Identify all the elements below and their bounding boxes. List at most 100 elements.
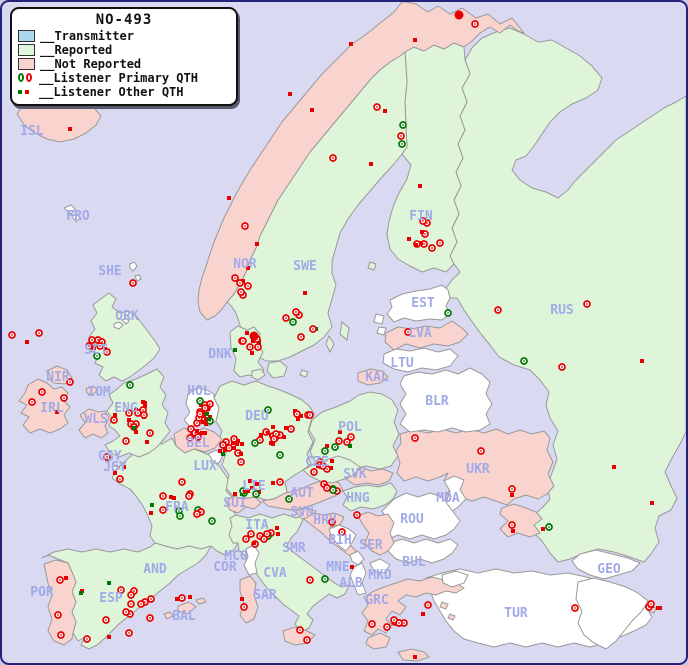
country-label-ALB: ALB [339,576,363,591]
country-label-SAR: SAR [253,588,277,603]
listener-other-red [414,243,418,247]
legend-row-transmitter: __Transmitter [18,28,230,43]
listener-primary-green-dot [292,321,294,323]
map-region [447,613,456,621]
listener-other-red [407,237,411,241]
listener-other-red [199,403,203,407]
listener-other-red [68,127,72,131]
country-label-MNE: MNE [326,560,349,575]
listener-other-green [79,591,83,595]
listener-other-red [122,465,126,469]
listener-primary-red-dot [106,351,108,353]
listener-other-red [303,291,307,295]
listener-primary-red-dot [439,242,441,244]
listener-primary-red-dot [474,23,476,25]
listener-primary-red-dot [296,413,298,415]
listener-primary-red-dot [423,243,425,245]
listener-primary-red-dot [586,303,588,305]
listener-primary-red-dot [393,619,395,621]
map-region [266,360,288,379]
listener-other-red [232,446,236,450]
listener-other-red [245,331,249,335]
country-MDA [443,475,467,514]
listener-other-red [240,442,244,446]
country-label-TUR: TUR [504,606,528,621]
country-FIN [386,42,471,273]
listener-primary-green-dot [334,446,336,448]
country-MNE [349,550,365,566]
listener-primary-red-dot [113,419,115,421]
country-IOM [85,385,99,396]
listener-primary-red-dot [128,632,130,634]
map-region [441,570,469,588]
map-region [129,261,138,272]
listener-other-red [127,418,131,422]
country-label-GSY: GSY [98,449,122,464]
country-label-HOL: HOL [187,384,211,399]
map-region [134,274,142,282]
listener-other-red [55,410,59,414]
listener-other-red [188,595,192,599]
listener-other-red [419,241,423,245]
listener-primary-red-dot [129,613,131,615]
listener-other-red [349,42,353,46]
listener-primary-red-dot [243,606,245,608]
not-reported-label: __Not Reported [40,56,142,71]
country-label-SWE: SWE [293,259,316,274]
listener-primary-red-dot [295,311,297,313]
listener-primary-red-dot [290,428,292,430]
listener-other-red [656,606,660,610]
listener-other-red [202,414,206,418]
listener-other-red [231,441,235,445]
listener-primary-red-dot [426,222,428,224]
listener-other-red [650,501,654,505]
country-BLR [399,367,493,433]
listener-other-red [413,655,417,659]
listener-other-red [246,266,250,270]
listener-primary-green-dot [178,510,180,512]
country-label-DNK: DNK [208,347,232,362]
country-NOR [197,2,525,321]
listener-primary-red-dot [196,513,198,515]
listener-primary-red-dot [60,634,62,636]
listener-primary-red-dot [149,617,151,619]
legend-row-other-qth: __Listener Other QTH [18,85,230,99]
listener-primary-red-dot [407,331,409,333]
red-circle-icon [26,73,32,82]
listener-primary-red-dot [189,437,191,439]
listener-primary-red-dot [130,603,132,605]
listener-other-red [612,465,616,469]
transmitter-label: __Transmitter [40,28,134,43]
country-label-GRC: GRC [365,593,388,608]
country-label-LTU: LTU [390,356,414,371]
listener-primary-red-dot [181,481,183,483]
primary-qth-label: __Listener Primary QTH [39,70,198,85]
listener-other-red [288,92,292,96]
country-LTU [382,347,459,373]
listener-primary-green-dot [401,143,403,145]
listener-primary-red-dot [332,157,334,159]
listener-primary-red-dot [120,589,122,591]
listener-other-red [204,417,208,421]
listener-primary-red-dot [200,511,202,513]
green-circle-icon [18,73,24,82]
country-label-BLR: BLR [425,394,449,409]
reported-swatch [18,43,35,56]
listener-other-red [223,448,227,452]
listener-primary-red-dot [222,444,224,446]
country-label-LVA: LVA [408,326,432,341]
listener-primary-red-dot [209,403,211,405]
listener-other-red [640,359,644,363]
listener-primary-red-dot [91,339,93,341]
listener-primary-red-dot [233,438,235,440]
country-label-UKR: UKR [466,462,490,477]
listener-primary-green-dot [447,312,449,314]
listener-other-red [200,431,204,435]
listener-primary-red-dot [11,334,13,336]
listener-primary-red-dot [199,413,201,415]
listener-other-red [252,541,256,545]
listener-other-red [235,442,239,446]
listener-primary-green-dot [255,493,257,495]
large-red-dot [249,331,259,341]
